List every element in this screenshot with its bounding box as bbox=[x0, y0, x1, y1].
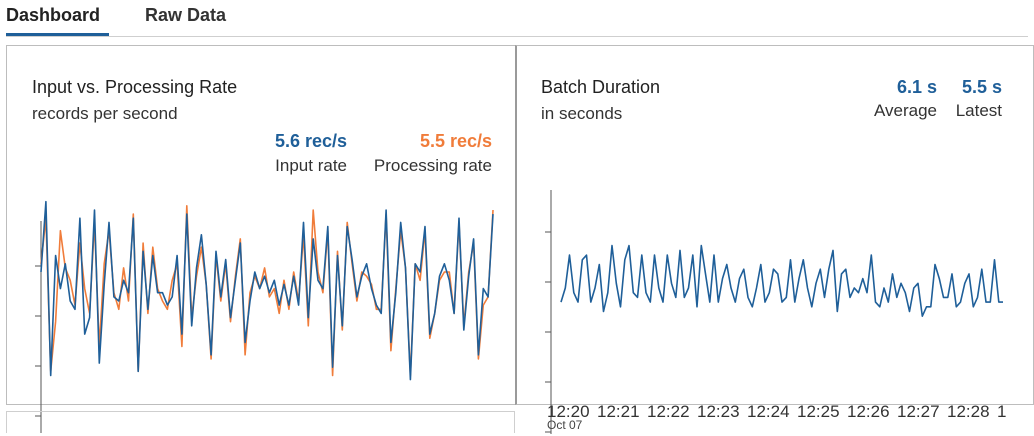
x-tick-label: 12:24 bbox=[747, 402, 790, 421]
input-processing-rate-chart bbox=[35, 200, 494, 433]
batch-duration-chart bbox=[545, 190, 1003, 434]
input-rate-label: Input rate bbox=[275, 156, 347, 175]
panel-title: Batch Duration bbox=[541, 77, 661, 97]
latest-label: Latest bbox=[955, 101, 1002, 120]
x-tick-label: 12:26 bbox=[847, 402, 890, 421]
panel-title: Input vs. Processing Rate bbox=[32, 77, 238, 97]
average-label: Average bbox=[873, 101, 937, 120]
tab-divider bbox=[6, 36, 1028, 37]
latest-value: 5.5 s bbox=[961, 77, 1002, 97]
panel-subtitle: records per second bbox=[32, 104, 178, 123]
x-tick-label: 12:28 bbox=[947, 402, 990, 421]
average-value: 6.1 s bbox=[896, 77, 937, 97]
x-tick-label: 12:27 bbox=[897, 402, 940, 421]
series-line-input-rate bbox=[40, 200, 494, 381]
x-tick-label: 12:20 bbox=[547, 402, 590, 421]
processing-rate-value: 5.5 rec/s bbox=[419, 131, 492, 151]
x-tick-label: 12:21 bbox=[597, 402, 640, 421]
tab-bar: Dashboard Raw Data bbox=[0, 0, 1034, 40]
active-tab-indicator bbox=[6, 33, 109, 36]
x-tick-label: 12:25 bbox=[797, 402, 840, 421]
input-processing-rate-panel: Input vs. Processing Rate records per se… bbox=[6, 45, 516, 433]
x-date-label: Oct 07 bbox=[547, 418, 583, 432]
panel-subtitle: in seconds bbox=[541, 104, 623, 123]
tab-raw-data[interactable]: Raw Data bbox=[145, 5, 227, 25]
processing-rate-label: Processing rate bbox=[373, 156, 492, 175]
lower-panel-edge bbox=[6, 411, 515, 433]
tab-dashboard[interactable]: Dashboard bbox=[6, 5, 101, 25]
x-tick-label: 12:23 bbox=[697, 402, 740, 421]
batch-duration-panel: Batch Duration in seconds 6.1 s Average … bbox=[515, 45, 1034, 434]
series-line-batch-duration bbox=[560, 244, 1003, 317]
x-tick-label: 12:22 bbox=[647, 402, 690, 421]
input-rate-value: 5.6 rec/s bbox=[274, 131, 347, 151]
x-tick-label: 1 bbox=[997, 402, 1007, 421]
